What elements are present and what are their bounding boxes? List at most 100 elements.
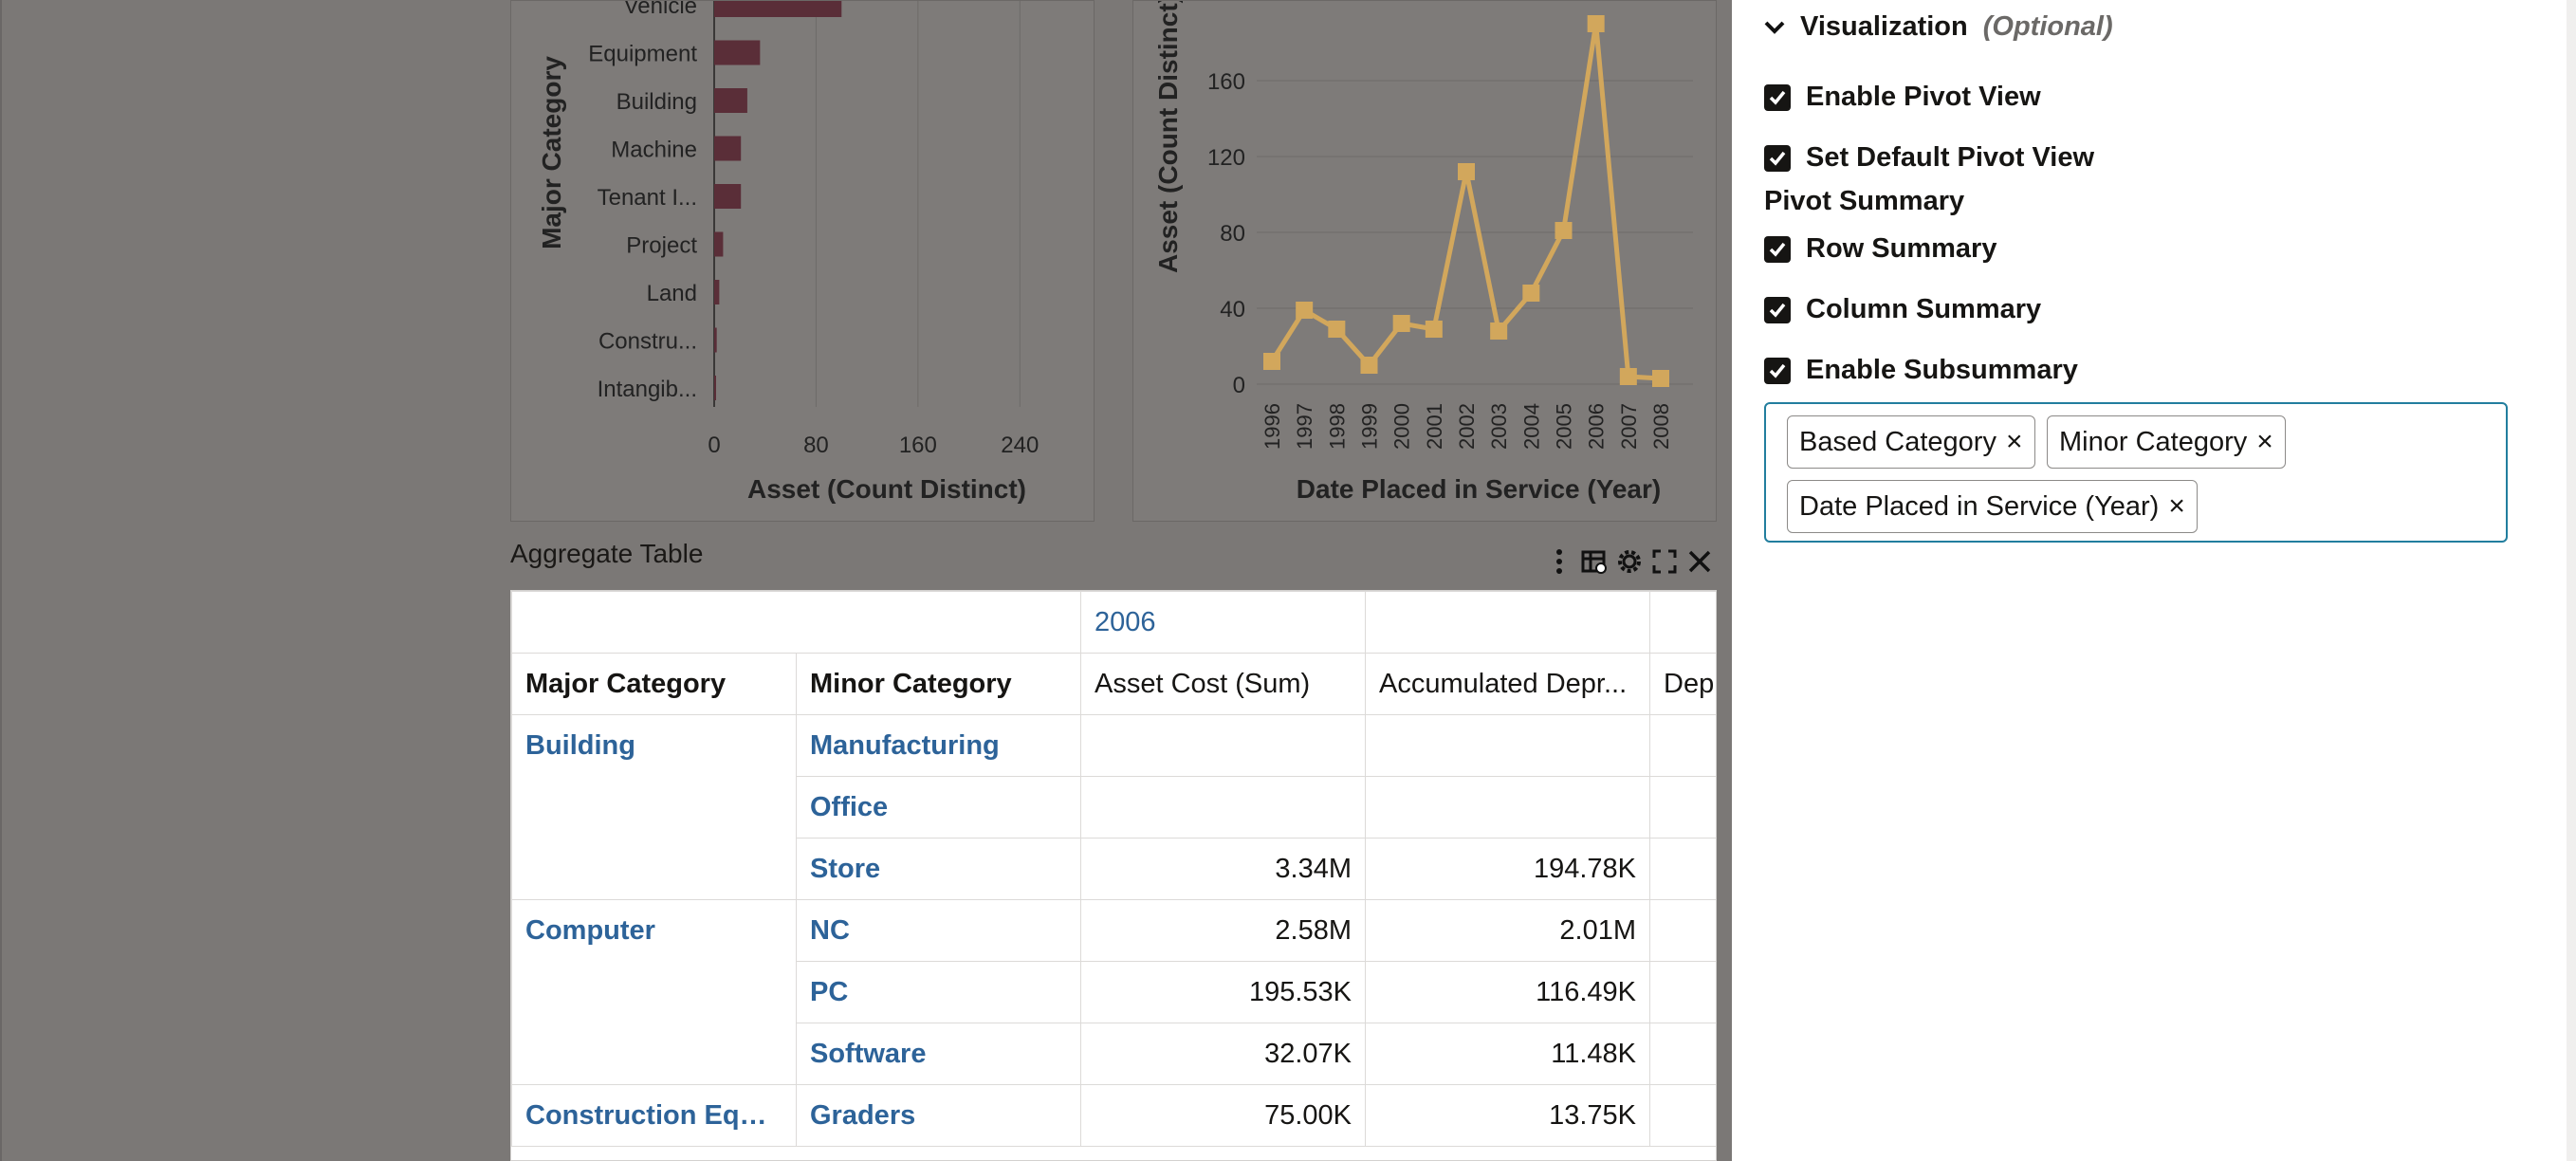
bar[interactable] — [714, 0, 842, 17]
bar-chart-xlabel: Asset (Count Distinct) — [747, 474, 1026, 504]
line-point[interactable] — [1360, 357, 1378, 374]
column-header-major[interactable]: Major Category — [511, 653, 797, 715]
accum-cell: 194.78K — [1365, 838, 1650, 900]
bar[interactable] — [714, 88, 747, 113]
cost-cell — [1080, 776, 1366, 838]
line-point[interactable] — [1522, 285, 1540, 302]
bar[interactable] — [714, 184, 742, 209]
line-point[interactable] — [1652, 370, 1669, 387]
column-header-accum[interactable]: Accumulated Depr... — [1365, 653, 1650, 715]
minor-cell[interactable]: NC — [796, 899, 1081, 962]
canvas-backdrop: Vehicle Equipment Building Machine Tenant I.… — [0, 0, 1717, 1161]
more-options-icon[interactable] — [1544, 544, 1573, 579]
major-cell[interactable]: Construction Equi... — [511, 1084, 797, 1147]
visualization-label: Visualization — [1800, 11, 1968, 42]
column-summary-checkbox[interactable]: Column Summary — [1764, 294, 2041, 325]
table-row: Store 3.34M 194.78K — [512, 838, 1716, 900]
table-row: Software 32.07K 11.48K — [512, 1023, 1716, 1085]
line-point[interactable] — [1555, 222, 1573, 239]
accum-cell: 13.75K — [1365, 1084, 1650, 1147]
pivot-table-icon[interactable] — [1579, 544, 1609, 579]
accum-cell — [1365, 776, 1650, 838]
close-icon[interactable] — [1685, 544, 1715, 579]
minor-cell[interactable]: Office — [796, 776, 1081, 838]
expand-icon[interactable] — [1650, 544, 1680, 579]
bar[interactable] — [714, 40, 761, 65]
enable-subsummary-label: Enable Subsummary — [1806, 355, 2078, 385]
bar[interactable] — [714, 376, 716, 400]
enable-subsummary-checkbox[interactable]: Enable Subsummary — [1764, 355, 2078, 386]
bar-category-label: Building — [616, 89, 697, 115]
set-default-pivot-view-label: Set Default Pivot View — [1806, 142, 2095, 173]
close-icon[interactable]: × — [2256, 426, 2273, 457]
row-summary-label: Row Summary — [1806, 233, 1997, 264]
gear-icon[interactable] — [1614, 544, 1644, 579]
minor-cell[interactable]: Graders — [796, 1084, 1081, 1147]
chip-based-category: Based Category × — [1787, 415, 2035, 469]
dep-cell — [1649, 899, 1716, 962]
line-point[interactable] — [1458, 163, 1475, 180]
minor-cell[interactable]: Manufacturing — [796, 714, 1081, 777]
column-summary-label: Column Summary — [1806, 294, 2042, 324]
accum-cell: 2.01M — [1365, 899, 1650, 962]
chip-label: Date Placed in Service (Year) — [1799, 490, 2160, 522]
column-header-dep[interactable]: Dep — [1649, 653, 1716, 715]
bar-category-label: Machine — [611, 138, 697, 163]
chip-label: Minor Category — [2059, 426, 2248, 457]
panel-scrollbar[interactable] — [2567, 0, 2576, 1161]
table-row: PC 195.53K 116.49K — [512, 961, 1716, 1023]
table-row: Office — [512, 776, 1716, 838]
line-chart-card: 0 40 80 120 160 1996 1997 1998 1999 2000 2001 2002… — [1132, 0, 1717, 522]
bar-xtick-label: 160 — [899, 433, 937, 458]
cost-cell: 2.58M — [1080, 899, 1366, 962]
line-point[interactable] — [1425, 321, 1443, 338]
line-xtick-label: 1998 — [1325, 403, 1349, 450]
major-cell[interactable]: Building — [511, 714, 797, 900]
aggregate-toolbar — [1544, 543, 1715, 580]
checkmark-icon — [1764, 144, 1791, 172]
line-xtick-label: 1999 — [1358, 403, 1382, 450]
line-xtick-label: 2005 — [1553, 403, 1576, 450]
line-point[interactable] — [1328, 321, 1346, 338]
subsummary-fields-input[interactable]: Based Category × Minor Category × Date P… — [1764, 402, 2508, 543]
line-point[interactable] — [1587, 15, 1605, 32]
line-chart: 0 40 80 120 160 1996 1997 1998 1999 2000 2001 2002… — [1153, 0, 1693, 504]
bar[interactable] — [714, 327, 717, 353]
accum-cell: 11.48K — [1365, 1023, 1650, 1085]
set-default-pivot-view-checkbox[interactable]: Set Default Pivot View — [1764, 142, 2094, 174]
bar-category-label: Vehicle — [624, 1, 697, 19]
line-ytick-label: 120 — [1207, 145, 1245, 171]
major-cell[interactable]: Computer — [511, 899, 797, 1085]
bar[interactable] — [714, 231, 724, 257]
cost-cell: 32.07K — [1080, 1023, 1366, 1085]
line-ytick-label: 40 — [1220, 297, 1245, 322]
column-header-minor[interactable]: Minor Category — [796, 653, 1081, 715]
close-icon[interactable]: × — [2168, 490, 2185, 522]
table-row: Construction Equi... Graders 75.00K 13.7… — [511, 1084, 1716, 1147]
optional-label: (Optional) — [1982, 11, 2113, 42]
bar[interactable] — [714, 136, 742, 161]
table-row: Computer NC 2.58M 2.01M — [511, 899, 1716, 1085]
bar-chart: Vehicle Equipment Building Machine Tenant I.… — [537, 0, 1039, 504]
line-xtick-label: 1997 — [1293, 403, 1316, 450]
checkmark-icon — [1764, 296, 1791, 323]
year-header[interactable]: 2006 — [1080, 591, 1366, 654]
column-header-cost[interactable]: Asset Cost (Sum) — [1080, 653, 1366, 715]
minor-cell[interactable]: Store — [796, 838, 1081, 900]
dep-cell — [1649, 961, 1716, 1023]
line-point[interactable] — [1619, 368, 1637, 385]
row-summary-checkbox[interactable]: Row Summary — [1764, 233, 1996, 265]
bar-xtick-label: 0 — [708, 433, 720, 458]
checkmark-icon — [1764, 357, 1791, 384]
bar[interactable] — [714, 280, 720, 304]
line-point[interactable] — [1263, 353, 1280, 370]
line-point[interactable] — [1296, 302, 1314, 319]
close-icon[interactable]: × — [2005, 426, 2023, 457]
line-point[interactable] — [1490, 322, 1508, 340]
minor-cell[interactable]: PC — [796, 961, 1081, 1023]
aggregate-table: 2006 Major Category Minor Category Asset… — [510, 590, 1717, 1161]
enable-pivot-view-checkbox[interactable]: Enable Pivot View — [1764, 82, 2041, 113]
minor-cell[interactable]: Software — [796, 1023, 1081, 1085]
line-point[interactable] — [1392, 315, 1410, 332]
visualization-section-header[interactable]: Visualization (Optional) — [1764, 11, 2113, 43]
